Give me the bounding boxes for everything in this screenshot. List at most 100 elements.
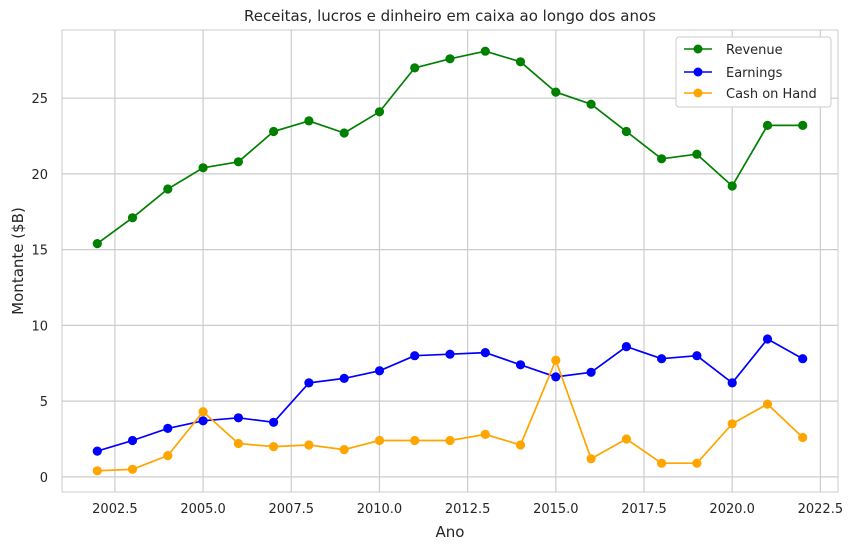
data-point-revenue (798, 120, 808, 130)
data-point-earnings (480, 348, 490, 358)
data-point-revenue (198, 163, 208, 173)
data-point-cash-on-hand (621, 434, 632, 444)
legend-box (675, 36, 832, 108)
data-point-cash-on-hand (339, 445, 349, 455)
data-point-cash-on-hand (515, 440, 526, 450)
data-point-revenue (374, 107, 385, 117)
data-point-cash-on-hand (269, 442, 279, 452)
data-point-earnings (551, 372, 561, 382)
data-point-revenue (480, 46, 490, 56)
data-point-cash-on-hand (762, 399, 773, 409)
data-point-revenue (657, 154, 667, 164)
data-point-earnings (798, 354, 808, 364)
data-point-earnings (515, 360, 526, 370)
data-point-earnings (127, 435, 138, 446)
data-point-earnings (727, 378, 737, 388)
data-point-cash-on-hand (92, 466, 102, 476)
plot-frame (61, 29, 839, 493)
data-point-revenue (304, 116, 314, 126)
data-point-revenue (621, 126, 632, 137)
x-tick-label: 2007.5 (269, 502, 315, 517)
data-point-earnings (233, 413, 243, 423)
x-tick-label: 2010.0 (357, 502, 403, 517)
data-point-revenue (445, 54, 455, 64)
data-point-cash-on-hand (163, 451, 173, 461)
data-point-revenue (410, 63, 420, 73)
legend-entry-earnings: Earnings (684, 66, 783, 81)
legend-marker-cash-on-hand (693, 88, 703, 98)
data-point-earnings (92, 446, 102, 456)
data-point-earnings (198, 416, 208, 426)
data-point-cash-on-hand (304, 440, 314, 450)
data-point-revenue (127, 213, 138, 223)
data-point-cash-on-hand (374, 435, 385, 446)
legend-marker-revenue (693, 44, 703, 54)
legend-label-cash-on-hand: Cash on Hand (726, 87, 817, 102)
x-tick-label: 2017.5 (621, 502, 667, 517)
series-earnings (92, 334, 808, 456)
y-tick-label: 10 (31, 319, 48, 334)
x-tick-label: 2022.5 (798, 502, 844, 517)
legend-marker-earnings (693, 67, 703, 77)
x-axis-label: Ano (436, 523, 465, 541)
y-tick-label: 15 (31, 244, 48, 259)
data-point-earnings (339, 373, 349, 383)
data-point-earnings (445, 349, 455, 359)
data-point-earnings (692, 351, 702, 361)
y-tick-label: 25 (31, 92, 48, 107)
legend-entry-cash-on-hand: Cash on Hand (684, 87, 817, 102)
data-point-revenue (762, 120, 773, 130)
data-point-earnings (163, 423, 173, 433)
y-tick-label: 20 (31, 168, 48, 183)
data-point-earnings (657, 354, 667, 364)
data-point-cash-on-hand (445, 435, 455, 446)
series-cash-on-hand (92, 355, 808, 476)
data-point-revenue (586, 99, 596, 109)
data-point-revenue (269, 126, 279, 137)
data-point-revenue (515, 57, 526, 67)
data-point-revenue (339, 128, 349, 138)
data-point-cash-on-hand (127, 464, 138, 474)
legend-label-revenue: Revenue (726, 43, 783, 58)
y-tick-label: 5 (40, 395, 48, 410)
legend-label-earnings: Earnings (726, 66, 783, 81)
x-tick-label: 2020.0 (709, 502, 755, 517)
data-point-earnings (410, 351, 420, 361)
y-axis-label: Montante ($B) (9, 207, 27, 315)
x-tick-label: 2002.5 (92, 502, 138, 517)
legend-entry-revenue: Revenue (684, 43, 783, 58)
series-revenue (92, 46, 808, 249)
data-point-earnings (586, 367, 596, 377)
data-point-revenue (692, 149, 702, 159)
data-point-cash-on-hand (410, 435, 420, 446)
x-tick-label: 2012.5 (445, 502, 491, 517)
data-point-cash-on-hand (727, 419, 737, 429)
data-point-earnings (304, 378, 314, 388)
data-point-cash-on-hand (198, 407, 208, 417)
data-point-cash-on-hand (798, 432, 808, 443)
data-point-earnings (269, 417, 279, 427)
data-point-revenue (551, 87, 561, 97)
legend: Revenue Earnings Cash on Hand (675, 36, 832, 108)
x-axis-ticks: 2002.5 2005.0 2007.5 2010.0 2012.5 2015.0 2017… (92, 502, 843, 517)
data-point-cash-on-hand (480, 429, 490, 439)
data-point-cash-on-hand (657, 458, 667, 468)
data-point-earnings (621, 342, 632, 352)
data-point-revenue (233, 157, 243, 167)
data-point-revenue (727, 181, 737, 191)
x-tick-label: 2015.0 (533, 502, 579, 517)
data-point-earnings (762, 334, 773, 344)
data-point-cash-on-hand (233, 438, 243, 449)
data-point-cash-on-hand (551, 355, 561, 365)
data-point-cash-on-hand (586, 454, 596, 464)
y-axis-ticks: 0 5 10 15 20 25 (31, 92, 48, 486)
x-tick-label: 2005.0 (180, 502, 226, 517)
data-point-earnings (374, 366, 385, 376)
data-point-revenue (163, 184, 173, 194)
chart-title: Receitas, lucros e dinheiro em caixa ao … (244, 7, 656, 25)
series-layer (92, 46, 808, 476)
data-point-cash-on-hand (692, 458, 702, 468)
y-tick-label: 0 (40, 471, 48, 486)
data-point-revenue (92, 239, 102, 249)
